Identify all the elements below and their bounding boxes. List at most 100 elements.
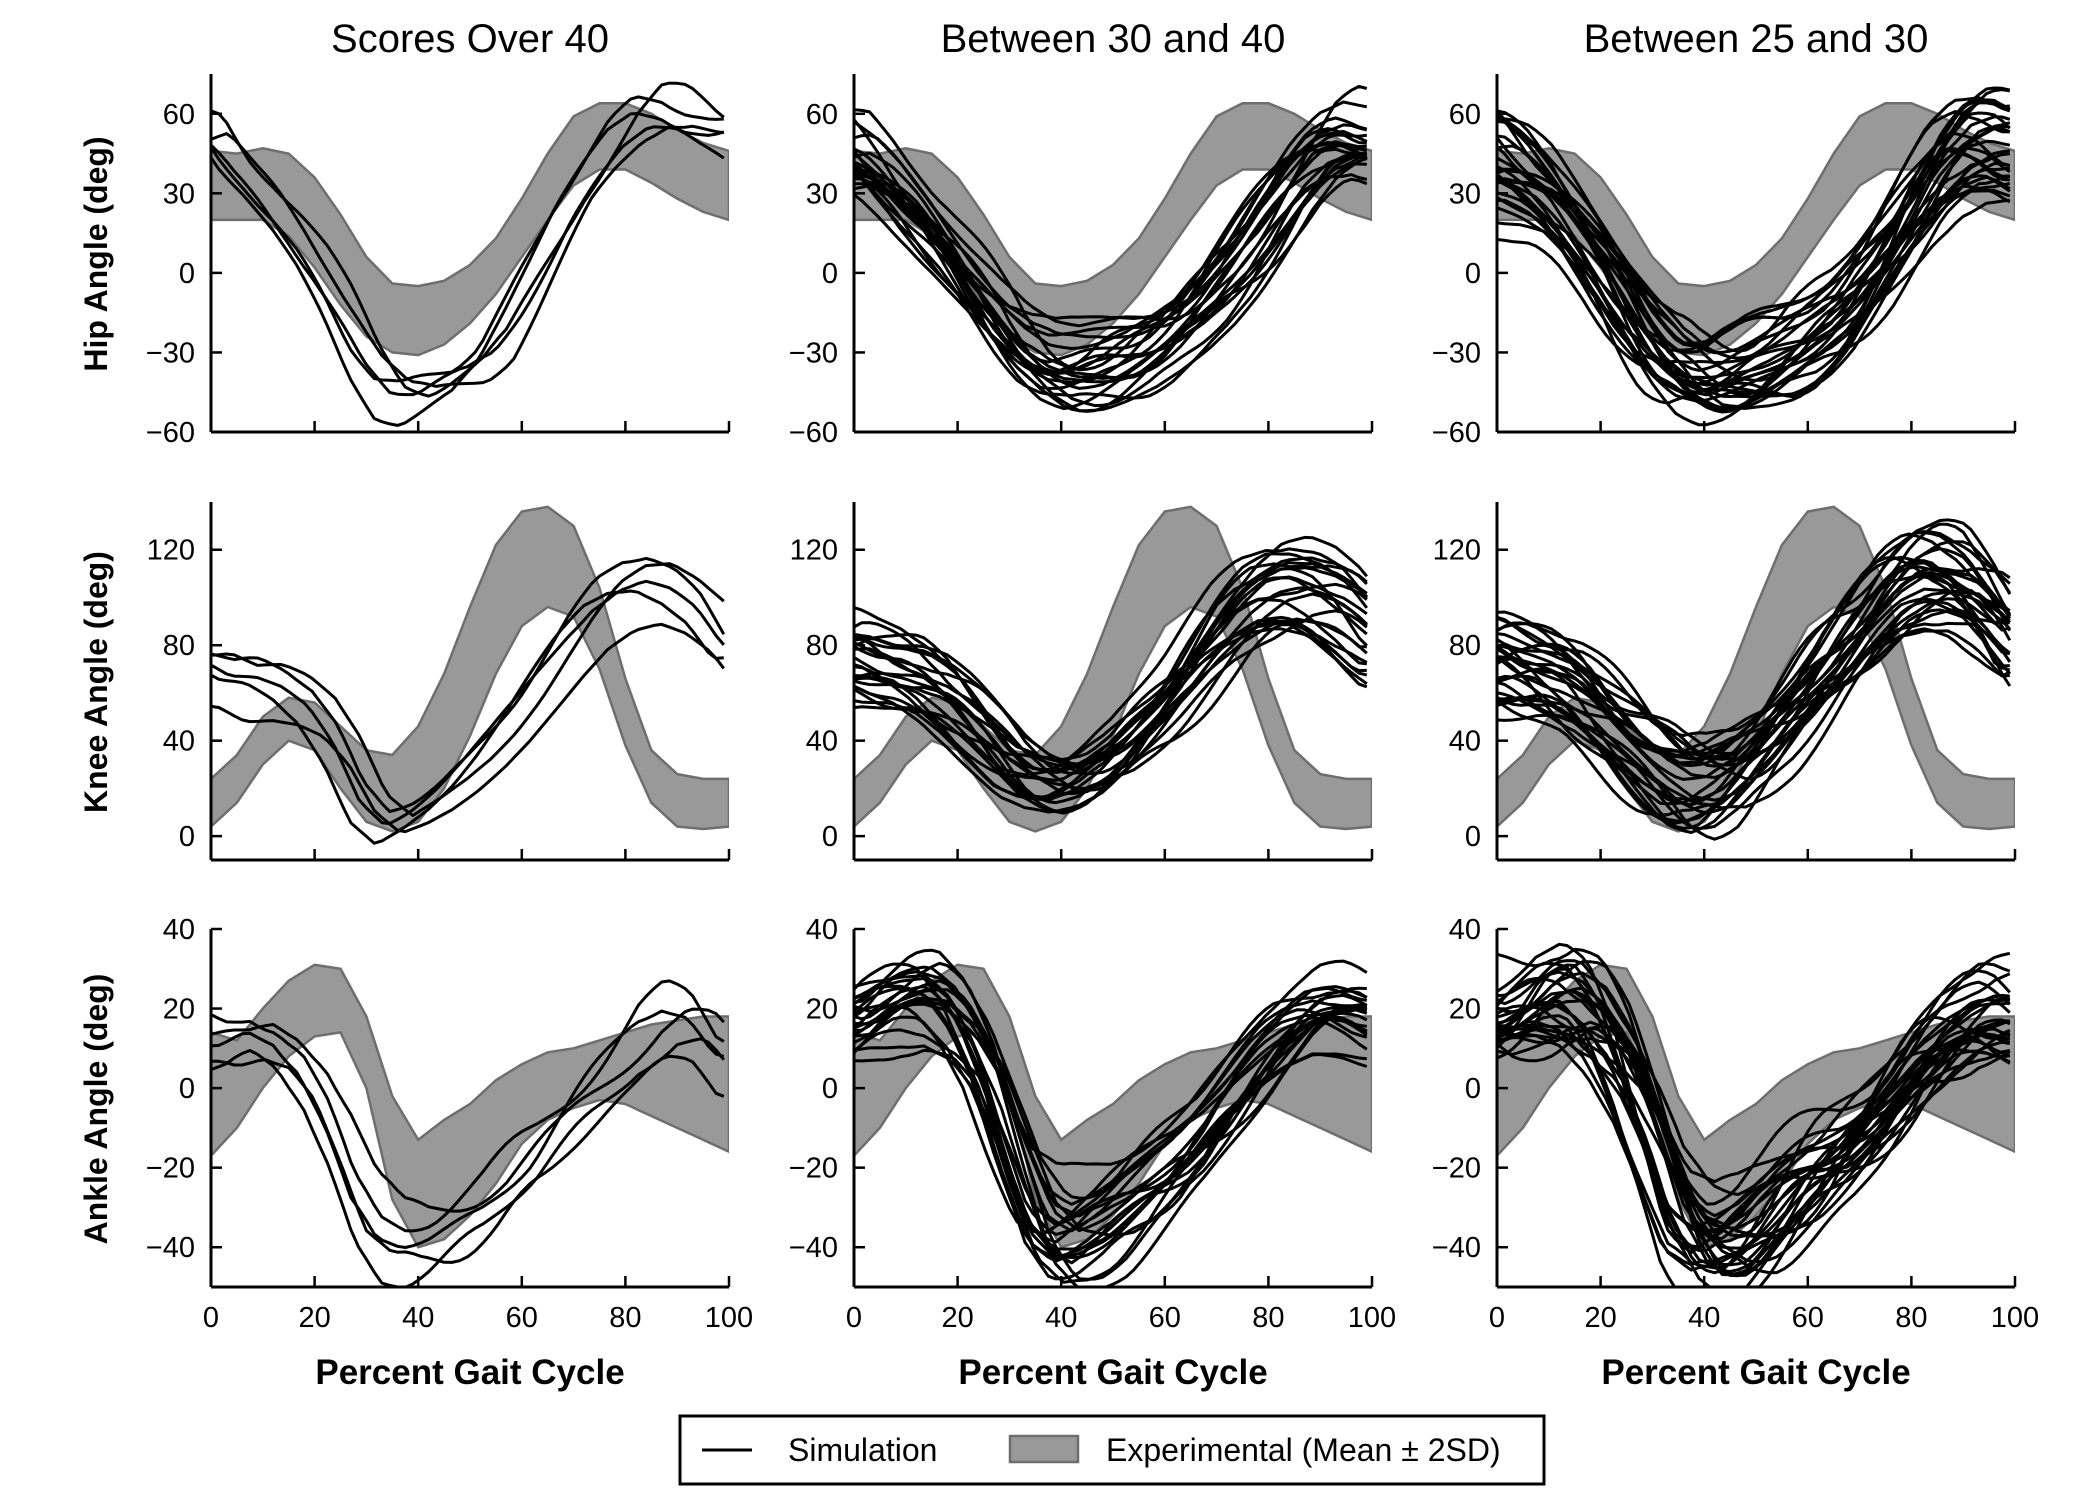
- y-tick-label: 30: [1449, 178, 1481, 210]
- y-tick-label: −20: [1432, 1153, 1481, 1185]
- panel-ankle-angle-1: −40 −20 0 20 40 0 20 40 60 80 100: [146, 914, 753, 1334]
- simulation-line: [854, 962, 1368, 1236]
- y-tick-label: 0: [822, 1073, 838, 1105]
- y-tick-label: 40: [1449, 726, 1481, 758]
- simulation-line: [854, 627, 1367, 800]
- row-label-ankle: Ankle Angle (deg): [78, 974, 114, 1245]
- simulation-lines: [211, 979, 725, 1287]
- simulation-line: [1497, 189, 2011, 409]
- simulation-lines: [1497, 942, 2011, 1287]
- simulation-line: [1497, 166, 2011, 399]
- legend-experimental-swatch: [1008, 1434, 1080, 1464]
- simulation-line: [211, 95, 724, 383]
- simulation-line: [854, 156, 1368, 413]
- column-title-2: Between 30 and 40: [941, 17, 1286, 61]
- simulation-line: [211, 124, 725, 388]
- simulation-line: [854, 1002, 1368, 1233]
- simulation-line: [854, 959, 1368, 1166]
- y-tick-label: −30: [146, 337, 195, 369]
- simulation-line: [1497, 989, 2010, 1273]
- y-tick-label: 120: [1433, 535, 1481, 567]
- simulation-line: [854, 152, 1368, 376]
- simulation-line: [211, 81, 725, 398]
- y-tick-label: −20: [146, 1153, 195, 1185]
- y-tick-label: −40: [146, 1232, 195, 1264]
- x-tick-label: 0: [1489, 1302, 1505, 1334]
- panel-hip-angle-2: −60 −30 0 30 60: [789, 74, 1374, 449]
- x-tick-label: 100: [705, 1302, 753, 1334]
- simulation-line: [211, 1007, 725, 1213]
- simulation-lines: [211, 556, 726, 845]
- simulation-line: [854, 535, 1368, 766]
- x-tick-label: 0: [846, 1302, 862, 1334]
- simulation-line: [1497, 629, 2010, 834]
- y-tick-label: 0: [822, 258, 838, 290]
- y-tick-label: 30: [806, 178, 838, 210]
- y-tick-label: 20: [163, 994, 195, 1026]
- simulation-line: [1497, 1002, 2011, 1237]
- simulation-line: [854, 961, 1368, 1233]
- simulation-line: [211, 1037, 725, 1264]
- y-tick-label: −40: [1432, 1232, 1481, 1264]
- legend-experimental-label: Experimental (Mean ± 2SD): [1106, 1432, 1501, 1468]
- x-tick-label: 40: [1045, 1302, 1077, 1334]
- simulation-line: [854, 988, 1367, 1218]
- y-tick-label: −30: [1432, 337, 1481, 369]
- panel-knee-angle-2: 0 40 80 120: [790, 502, 1374, 862]
- simulation-line: [1497, 959, 2011, 1196]
- x-tick-label: 20: [941, 1302, 973, 1334]
- y-tick-label: 40: [806, 914, 838, 946]
- y-tick-label: −30: [789, 337, 838, 369]
- simulation-line: [211, 1049, 725, 1287]
- y-tick-label: −60: [146, 417, 195, 449]
- y-tick-label: 40: [1449, 914, 1481, 946]
- simulation-line: [1497, 540, 2012, 768]
- simulation-line: [1497, 126, 2011, 408]
- legend-frame: [678, 1414, 1546, 1486]
- legend-simulation-label: Simulation: [788, 1432, 937, 1468]
- panel-hip-angle-3: −60 −30 0 30 60: [1432, 74, 2017, 449]
- simulation-line: [211, 1009, 725, 1249]
- simulation-lines: [854, 948, 1368, 1287]
- simulation-line: [1497, 555, 2011, 779]
- simulation-lines: [211, 81, 725, 427]
- x-tick-label: 40: [1688, 1302, 1720, 1334]
- panel-knee-angle-1: 0 40 80 120: [147, 502, 731, 862]
- simulation-lines: [1497, 518, 2012, 841]
- simulation-line: [854, 979, 1367, 1206]
- y-tick-label: 0: [179, 258, 195, 290]
- x-tick-label: 60: [506, 1302, 538, 1334]
- simulation-line: [854, 143, 1368, 374]
- y-tick-label: 60: [1449, 99, 1481, 131]
- simulation-line: [854, 133, 1367, 385]
- x-axis-label-2: Percent Gait Cycle: [958, 1353, 1267, 1392]
- simulation-lines: [854, 535, 1368, 815]
- x-axis-label-3: Percent Gait Cycle: [1601, 1353, 1910, 1392]
- simulation-line: [854, 987, 1368, 1263]
- x-tick-label: 60: [1149, 1302, 1181, 1334]
- simulation-line: [1497, 139, 2011, 397]
- simulation-line: [1497, 588, 2012, 841]
- column-title-3: Between 25 and 30: [1584, 17, 1929, 61]
- panel-knee-angle-3: 0 40 80 120: [1433, 502, 2017, 862]
- simulation-line: [854, 1015, 1368, 1281]
- simulation-line: [1497, 947, 2011, 1238]
- simulation-line: [854, 615, 1368, 791]
- simulation-line: [854, 118, 1368, 376]
- y-tick-label: −60: [1432, 417, 1481, 449]
- y-tick-label: −60: [789, 417, 838, 449]
- simulation-line: [854, 147, 1368, 372]
- simulation-line: [1497, 149, 2010, 364]
- simulation-line: [211, 562, 725, 817]
- panel-ankle-angle-2: −40 −20 0 20 40 0 20 40 60 80 100: [789, 914, 1396, 1334]
- x-tick-label: 80: [609, 1302, 641, 1334]
- simulation-line: [1497, 555, 2011, 767]
- y-tick-label: 0: [179, 1073, 195, 1105]
- y-tick-label: 0: [1465, 821, 1481, 853]
- simulation-line: [854, 598, 1367, 777]
- column-title-1: Scores Over 40: [331, 17, 609, 61]
- y-tick-label: 0: [179, 821, 195, 853]
- x-tick-label: 0: [203, 1302, 219, 1334]
- y-tick-label: 40: [163, 914, 195, 946]
